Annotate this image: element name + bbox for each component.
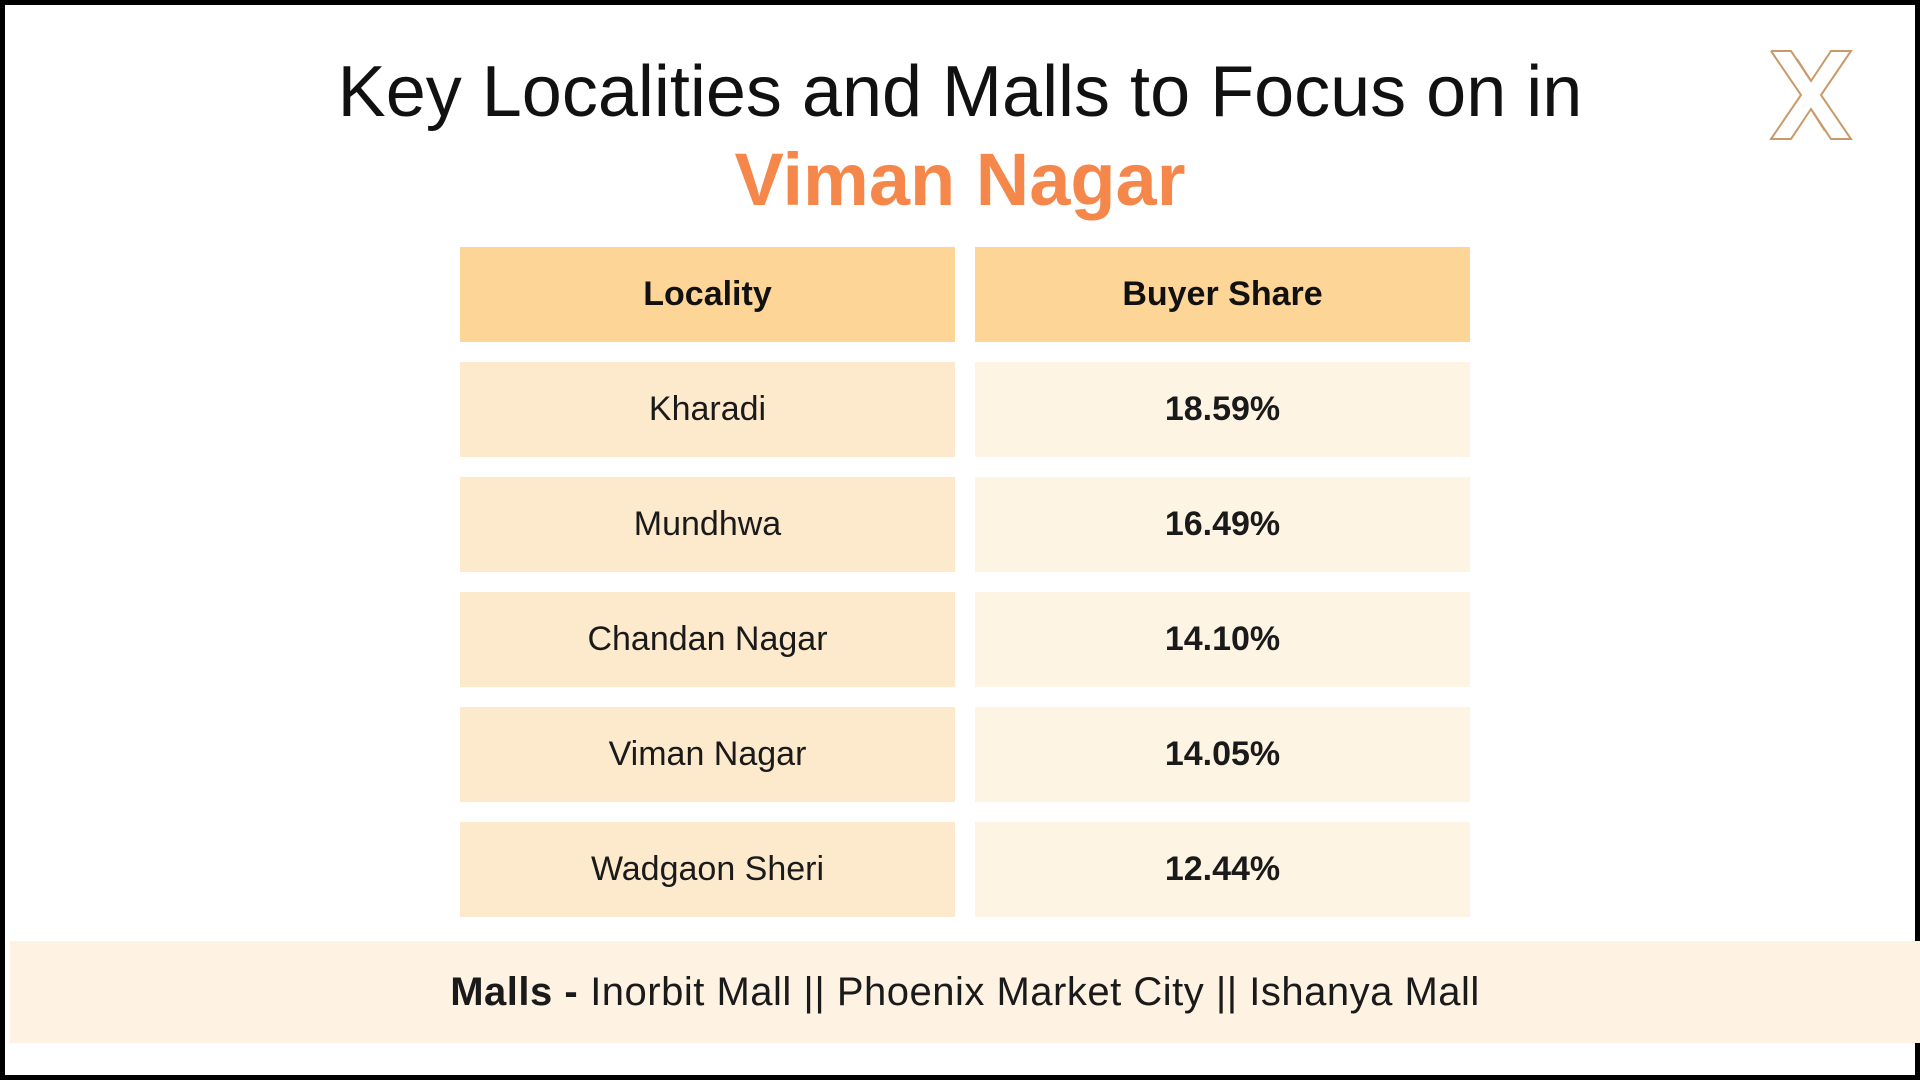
malls-footer: Malls - Inorbit Mall || Phoenix Market C… [10, 941, 1920, 1043]
share-cell: 14.10% [975, 592, 1470, 687]
locality-cell: Chandan Nagar [460, 592, 955, 687]
share-cell: 12.44% [975, 822, 1470, 917]
locality-cell: Kharadi [460, 362, 955, 457]
share-cell: 16.49% [975, 477, 1470, 572]
locality-cell: Wadgaon Sheri [460, 822, 955, 917]
table-row: Wadgaon Sheri 12.44% [460, 822, 1470, 917]
x-logo-icon [1769, 50, 1853, 140]
header-buyer-share: Buyer Share [975, 247, 1470, 342]
share-cell: 14.05% [975, 707, 1470, 802]
table-header-row: Locality Buyer Share [460, 247, 1470, 342]
malls-list: Inorbit Mall || Phoenix Market City || I… [590, 969, 1480, 1014]
table-row: Viman Nagar 14.05% [460, 707, 1470, 802]
malls-label: Malls - [450, 969, 579, 1014]
locality-cell: Viman Nagar [460, 707, 955, 802]
table-row: Kharadi 18.59% [460, 362, 1470, 457]
table-row: Chandan Nagar 14.10% [460, 592, 1470, 687]
table-row: Mundhwa 16.49% [460, 477, 1470, 572]
locality-table: Locality Buyer Share Kharadi 18.59% Mund… [460, 247, 1470, 937]
header-locality: Locality [460, 247, 955, 342]
page-subtitle: Viman Nagar [734, 138, 1186, 221]
locality-cell: Mundhwa [460, 477, 955, 572]
share-cell: 18.59% [975, 362, 1470, 457]
page-title: Key Localities and Malls to Focus on in [337, 52, 1583, 132]
